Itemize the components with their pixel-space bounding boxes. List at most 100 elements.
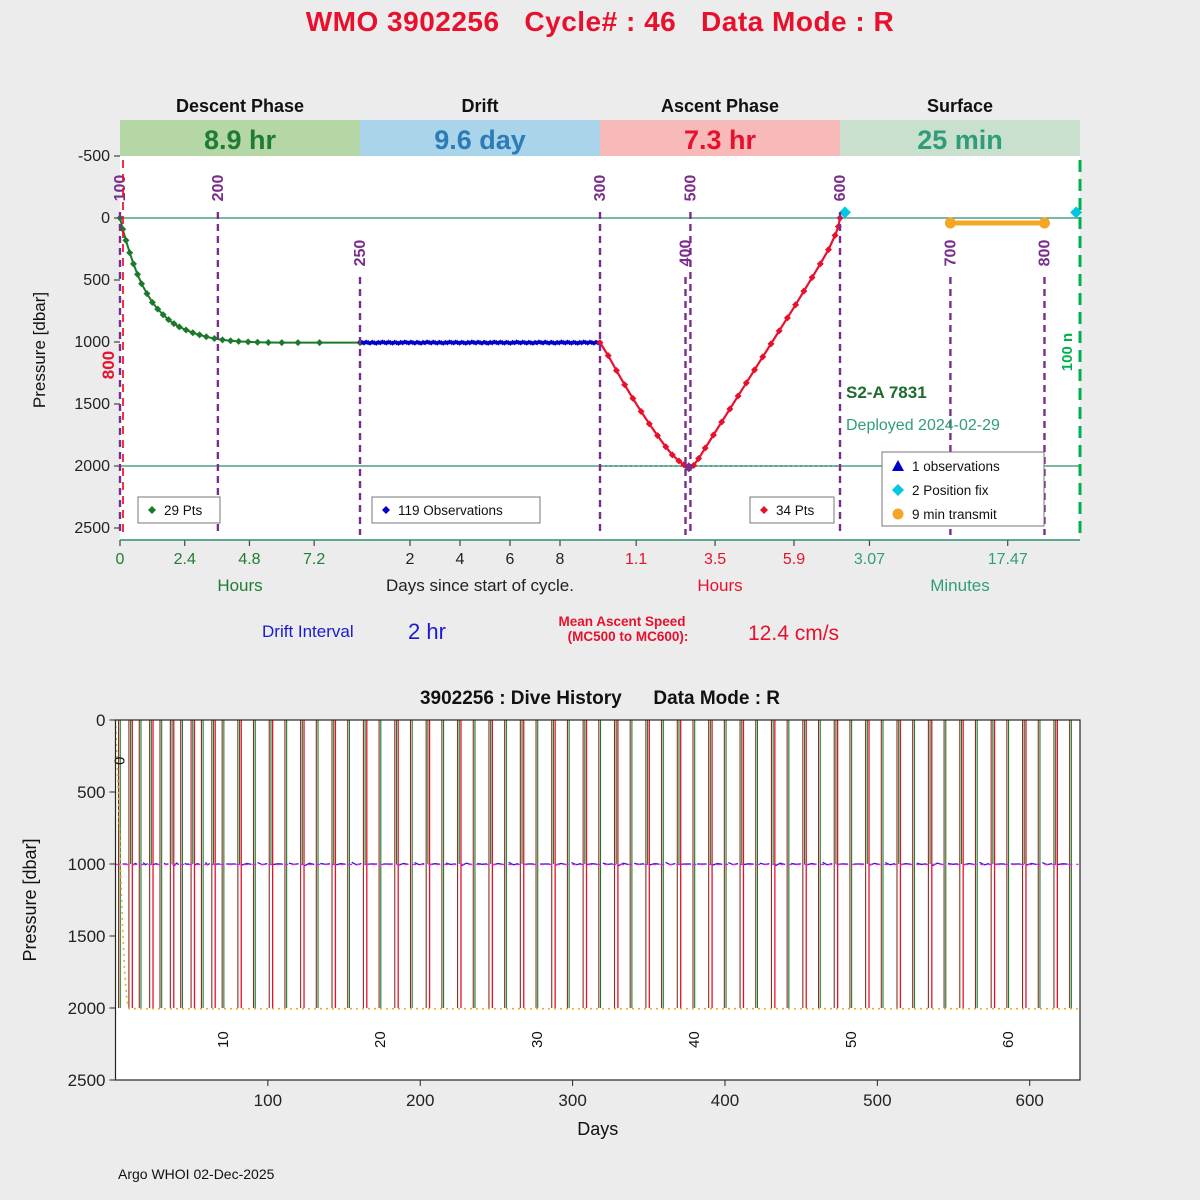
park-segment xyxy=(1026,862,1037,866)
y-tick-label: 500 xyxy=(83,272,110,289)
descent-point xyxy=(189,329,197,337)
descent-point xyxy=(244,338,252,346)
drift-point xyxy=(579,340,585,346)
descent-point xyxy=(129,260,137,268)
ascent-point xyxy=(695,455,703,463)
descent-point xyxy=(316,339,324,347)
descent-point xyxy=(235,337,243,345)
descent-point xyxy=(218,336,226,344)
descent-point xyxy=(148,298,156,306)
x-tick-label: 300 xyxy=(558,1091,586,1110)
descent-point xyxy=(278,339,286,347)
legend-marker xyxy=(148,506,156,514)
legend-frame xyxy=(881,451,1045,527)
y-tick-label: 2000 xyxy=(68,999,106,1018)
phase-header: Descent Phase xyxy=(176,96,304,116)
descent-point xyxy=(182,326,190,334)
cycle-number-label: 0 xyxy=(112,757,129,765)
drift-point xyxy=(540,340,546,346)
mc-label: 600 xyxy=(832,175,849,202)
descent-point xyxy=(126,249,134,257)
legend-frame xyxy=(371,496,541,524)
x-tick-label: 5.9 xyxy=(783,551,805,568)
y-tick-label: -500 xyxy=(78,148,110,165)
drift-point xyxy=(552,340,558,346)
descent-point xyxy=(175,323,183,331)
mc-label: 500 xyxy=(682,175,699,202)
legend-marker xyxy=(760,506,768,514)
y-tick-label: 1000 xyxy=(74,334,110,351)
legend-marker xyxy=(382,506,390,514)
legend-label: 1 observations xyxy=(912,459,1000,474)
descent-point xyxy=(143,290,151,298)
x-tick-label: 200 xyxy=(406,1091,434,1110)
phase-axis-label: Minutes xyxy=(930,576,990,595)
drift-point xyxy=(495,340,501,346)
descent-point xyxy=(138,280,146,288)
phase-band xyxy=(360,120,600,156)
mc-label: 300 xyxy=(592,175,609,202)
figure-title: WMO 3902256 Cycle# : 46 Data Mode : R xyxy=(305,6,895,37)
stat-texts: Drift Interval 2 hr Mean Ascent Speed(MC50… xyxy=(262,614,839,645)
descent-point xyxy=(134,270,142,278)
cycle-labels: 0 10 20 30 40 50 60 xyxy=(112,757,1017,1048)
phase-duration: 25 min xyxy=(917,125,1003,155)
descent-point xyxy=(264,338,272,346)
descent-point xyxy=(122,236,130,244)
ascent-point xyxy=(759,353,767,361)
legend-label: 2 Position fix xyxy=(912,483,989,498)
cycle-timing-chart: Descent Phase 8.9 hr 0 2.4 4.8 7.2 Hours Drift 9… xyxy=(30,96,1083,645)
park-segment xyxy=(618,862,629,867)
descent-point xyxy=(170,320,178,328)
ascent-point xyxy=(751,366,759,374)
x-tick-label: 4 xyxy=(456,551,465,568)
descent-point xyxy=(154,305,162,313)
park-segment xyxy=(241,862,252,866)
y-tick-label: 1500 xyxy=(74,396,110,413)
ascent-point xyxy=(621,381,629,389)
park-segment xyxy=(142,862,148,866)
drift-point xyxy=(546,340,552,346)
y-tick-label: 0 xyxy=(101,210,110,227)
y-axis-label: Pressure [dbar] xyxy=(20,838,40,961)
ascent-point xyxy=(824,246,832,254)
ascent-point xyxy=(767,340,775,348)
phase-header: Surface xyxy=(927,96,993,116)
prev-cycle-label: 800 xyxy=(99,351,118,379)
drift-point xyxy=(389,340,396,346)
drift-point xyxy=(479,340,485,346)
cycle-number-label: 20 xyxy=(372,1031,389,1048)
legend-label: 29 Pts xyxy=(164,503,203,518)
descent-series xyxy=(116,214,364,347)
y-axis: -500 0 500 1000 1500 2000 2500 Pressure [dbar] xyxy=(30,148,120,537)
drift-interval-value: 2 hr xyxy=(408,619,446,644)
drift-point xyxy=(511,340,518,346)
x-tick-label: 600 xyxy=(1016,1091,1044,1110)
ascent-point xyxy=(792,301,800,309)
ascent-point xyxy=(654,432,662,440)
phase-legend: 29 Pts xyxy=(137,496,221,524)
ascent-point xyxy=(662,443,670,451)
drift-point xyxy=(361,340,367,346)
park-segment xyxy=(273,863,283,866)
ascent-speed-value: 12.4 cm/s xyxy=(748,622,839,645)
position-fix-marker xyxy=(838,206,851,219)
x-tick-label: 100 xyxy=(254,1091,282,1110)
descent-point xyxy=(159,311,167,319)
x-tick-label: 4.8 xyxy=(238,551,260,568)
y-tick-label: 2500 xyxy=(68,1071,106,1090)
legend-label: 9 min transmit xyxy=(912,507,997,522)
phase-duration: 9.6 day xyxy=(434,125,526,155)
phase-band xyxy=(600,120,840,156)
drift-point xyxy=(534,340,540,346)
phase-band xyxy=(120,120,360,156)
x-tick-label: 6 xyxy=(506,551,515,568)
mc-label: 400 xyxy=(677,240,694,267)
drift-point xyxy=(530,340,536,346)
descent-point xyxy=(254,338,262,346)
park-segment xyxy=(304,862,315,867)
ascent-point xyxy=(675,457,683,465)
descent-point xyxy=(165,316,173,324)
triangle-marker-icon xyxy=(892,460,904,471)
